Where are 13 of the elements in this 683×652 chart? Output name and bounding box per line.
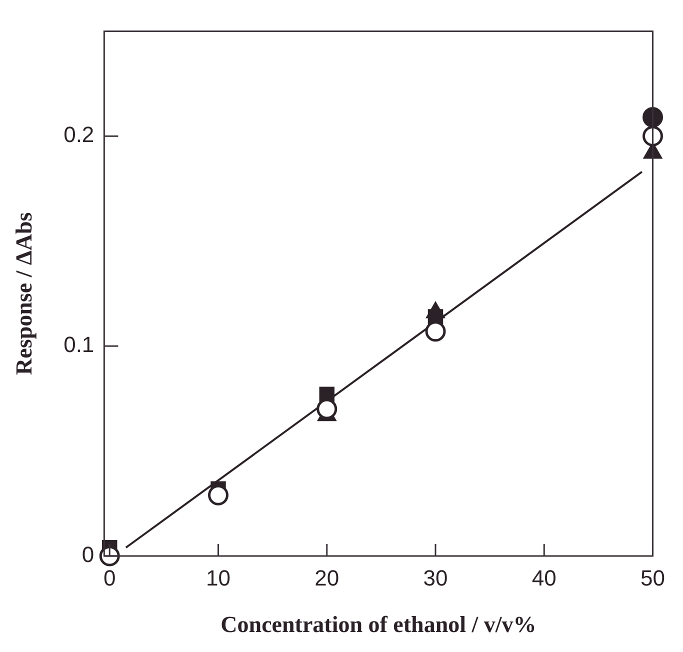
x-tick-label: 50 — [640, 565, 666, 590]
x-tick-label: 40 — [532, 565, 556, 590]
y-tick-label: 0.1 — [64, 332, 94, 358]
y-tick-label: 0.2 — [64, 122, 94, 148]
x-tick-label: 10 — [206, 565, 230, 590]
x-axis-title: Concentration of ethanol / v/v% — [220, 612, 536, 638]
y-tick-label: 0 — [82, 542, 94, 568]
y-axis-title: Response / ΔAbs — [12, 212, 37, 375]
x-tick-label: 30 — [423, 565, 448, 590]
point — [642, 126, 664, 146]
x-tick-label: 20 — [314, 565, 340, 590]
point — [642, 107, 664, 128]
x-tick-label: 0 — [103, 565, 116, 590]
